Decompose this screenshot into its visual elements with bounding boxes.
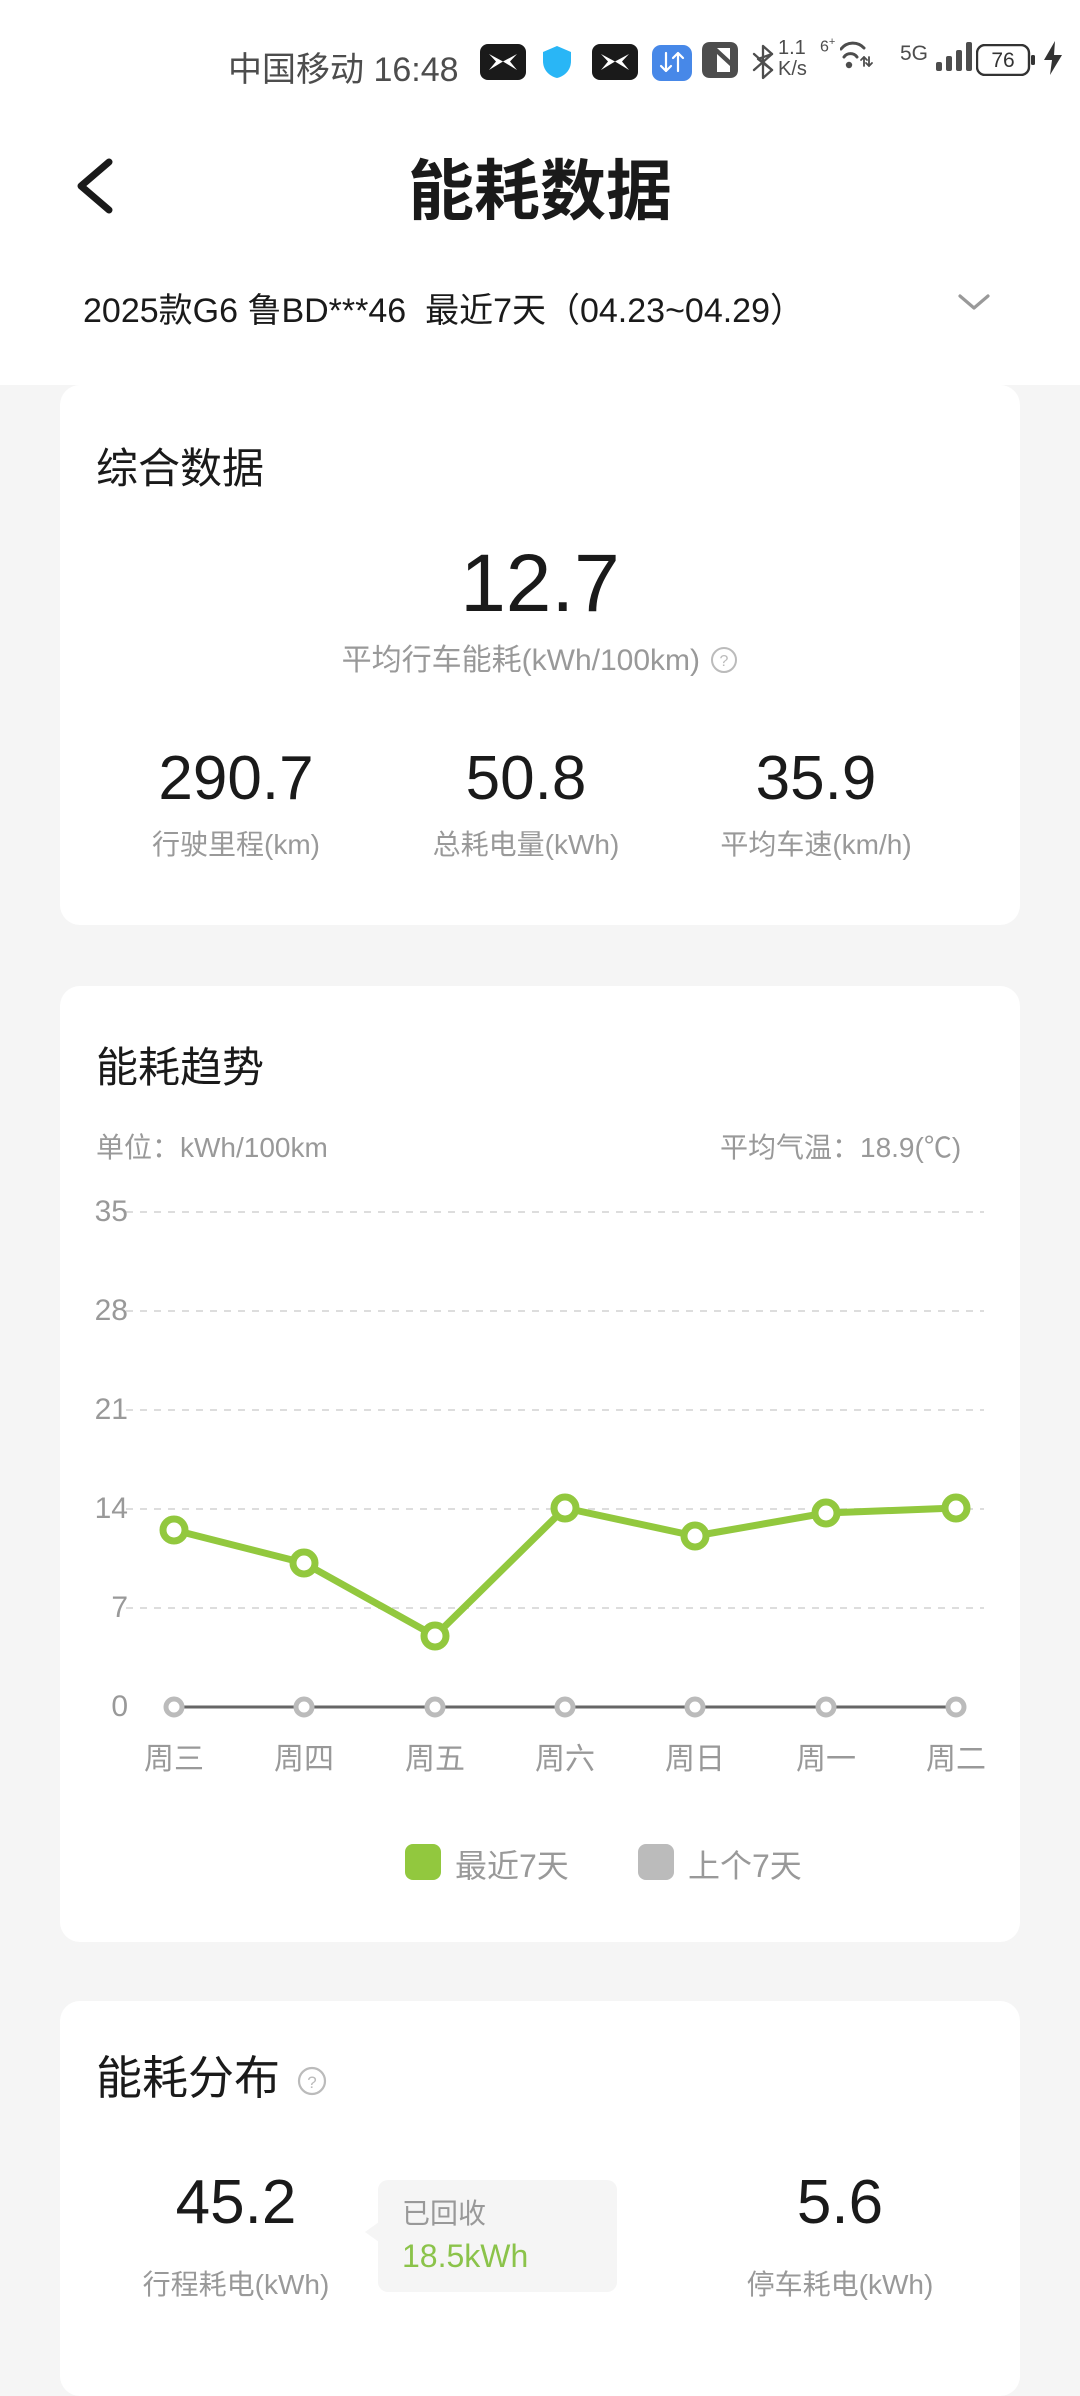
svg-text:?: ? xyxy=(720,653,729,670)
svg-text:周二: 周二 xyxy=(926,1743,986,1776)
svg-text:28: 28 xyxy=(95,1294,128,1327)
svg-text:周六: 周六 xyxy=(535,1743,595,1776)
svg-text:周一: 周一 xyxy=(796,1743,856,1776)
svg-text:?: ? xyxy=(307,2073,316,2092)
svg-text:76: 76 xyxy=(991,49,1014,72)
svg-text:周日: 周日 xyxy=(665,1743,725,1776)
svg-text:0: 0 xyxy=(111,1690,128,1723)
svg-text:周四: 周四 xyxy=(274,1743,334,1776)
svg-text:21: 21 xyxy=(95,1393,128,1426)
svg-text:周三: 周三 xyxy=(144,1743,204,1776)
svg-text:7: 7 xyxy=(111,1591,128,1624)
svg-text:周五: 周五 xyxy=(405,1743,465,1776)
svg-text:14: 14 xyxy=(95,1492,128,1525)
svg-text:35: 35 xyxy=(95,1195,128,1228)
